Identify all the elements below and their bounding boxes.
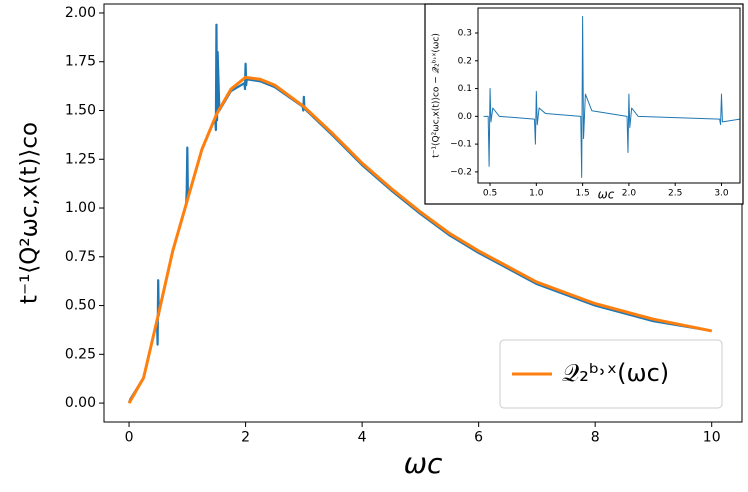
x-tick-label: 6	[474, 430, 483, 446]
series-line	[127, 75, 712, 404]
y-tick-label: 0.25	[65, 346, 96, 362]
x-tick-label: 0	[125, 430, 134, 446]
x-tick-label: 1.5	[575, 188, 589, 198]
y-tick-label: 1.75	[65, 54, 96, 70]
inset-frame	[424, 3, 744, 205]
x-tick-label: 2.5	[668, 188, 682, 198]
series-line	[483, 15, 740, 178]
y-tick-label: 1.25	[65, 151, 96, 167]
y-tick-label: 2.00	[65, 5, 96, 21]
y-tick-label: −0.2	[450, 167, 472, 177]
y-tick-label: 0.0	[458, 112, 473, 122]
y-tick-label: 0.50	[65, 298, 96, 314]
x-tick-label: 4	[358, 430, 367, 446]
y-tick-label: 0.3	[458, 29, 472, 39]
x-tick-label: 2	[241, 430, 250, 446]
y-tick-label: 0.00	[65, 395, 96, 411]
y-tick-label: 1.00	[65, 200, 96, 216]
axes-frame	[103, 3, 743, 423]
x-tick-label: 0.5	[483, 188, 497, 198]
y-tick-label: −0.1	[450, 140, 472, 150]
x-axis-label: ωc	[598, 188, 615, 202]
x-axis-label: ωc	[404, 447, 443, 480]
x-tick-label: 2.0	[622, 188, 637, 198]
x-tick-label: 3.0	[714, 188, 729, 198]
y-axis-label: t⁻¹⟨Q²ωc,x(t)⟩co − 𝒬₂ᵇ˒ˣ(ωc)	[432, 33, 442, 158]
y-axis-label: t⁻¹⟨Q²ωc,x(t)⟩co	[17, 122, 43, 304]
x-tick-label: 1.0	[529, 188, 544, 198]
x-tick-label: 10	[703, 430, 721, 446]
y-tick-label: 0.1	[458, 84, 472, 94]
legend-label: 𝒬₂ᵇ˒ˣ(ωc)	[562, 359, 669, 387]
axes-frame	[477, 7, 741, 184]
y-tick-label: 1.50	[65, 102, 96, 118]
x-tick-label: 8	[591, 430, 600, 446]
legend-box	[499, 339, 723, 409]
y-tick-label: 0.75	[65, 249, 96, 265]
y-tick-label: 0.2	[458, 56, 472, 66]
